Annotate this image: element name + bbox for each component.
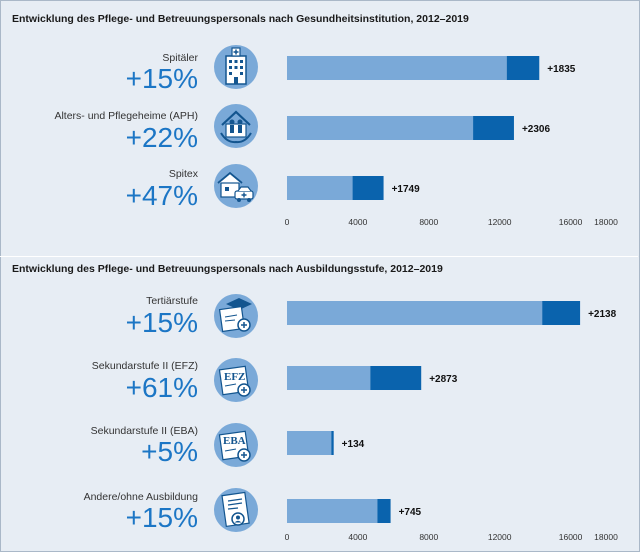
category-label-andere: Andere/ohne Ausbildung [83, 491, 198, 503]
percent-change-tertiaer: +15% [125, 307, 198, 338]
bar-increase-1-3 [377, 499, 391, 523]
bar-increase-1-2 [331, 431, 334, 455]
x-tick-label-0-2: 8000 [419, 217, 438, 227]
percent-change-spitex: +47% [125, 180, 198, 211]
category-label-aph: Alters- und Pflegeheime (APH) [54, 110, 198, 122]
bar-increase-label-0-1: +2306 [522, 124, 551, 135]
bar-base-1-0 [287, 301, 543, 325]
efz-icon-text: EFZ [224, 371, 245, 383]
hospital-icon [213, 44, 259, 90]
bar-increase-0-1 [473, 116, 514, 140]
bar-increase-label-1-1: +2873 [429, 374, 458, 385]
bar-increase-label-1-2: +134 [342, 439, 365, 450]
bar-increase-1-1 [370, 366, 422, 390]
section-divider [0, 256, 638, 257]
x-tick-label-1-2: 8000 [419, 532, 438, 542]
no-training-document-icon [213, 487, 259, 533]
category-label-spitex: Spitex [168, 168, 198, 180]
chart-2-title: Entwicklung des Pflege- und Betreuungspe… [12, 263, 443, 275]
x-tick-label-1-5: 18000 [594, 532, 618, 542]
care-home-icon [213, 103, 259, 149]
bar-base-0-2 [287, 176, 353, 200]
bar-base-1-3 [287, 499, 378, 523]
x-tick-label-1-3: 12000 [488, 532, 512, 542]
bar-base-1-2 [287, 431, 332, 455]
eba-icon-text: EBA [223, 435, 246, 447]
category-label-eba: Sekundarstufe II (EBA) [90, 425, 198, 437]
x-tick-label-1-1: 4000 [348, 532, 367, 542]
bar-increase-label-1-3: +745 [399, 507, 422, 518]
percent-change-efz: +61% [125, 372, 198, 403]
x-tick-label-0-3: 12000 [488, 217, 512, 227]
category-label-efz: Sekundarstufe II (EFZ) [91, 360, 198, 372]
x-tick-label-1-4: 16000 [559, 532, 583, 542]
bar-base-0-0 [287, 56, 507, 80]
efz-certificate-icon: EFZ [213, 357, 259, 403]
chart-1-title: Entwicklung des Pflege- und Betreuungspe… [12, 13, 469, 25]
bar-increase-label-0-0: +1835 [547, 64, 576, 75]
tertiary-diploma-icon [213, 293, 259, 339]
bar-increase-label-1-0: +2138 [588, 309, 617, 320]
bar-increase-label-0-2: +1749 [392, 184, 421, 195]
percent-change-eba: +5% [141, 436, 198, 467]
bar-increase-0-0 [506, 56, 540, 80]
x-tick-label-0-0: 0 [285, 217, 290, 227]
bar-base-0-1 [287, 116, 474, 140]
percent-change-spitaeler: +15% [125, 63, 198, 94]
bar-increase-0-2 [352, 176, 384, 200]
home-care-icon [213, 163, 259, 209]
percent-change-andere: +15% [125, 502, 198, 533]
x-tick-label-0-4: 16000 [559, 217, 583, 227]
percent-change-aph: +22% [125, 122, 198, 153]
bar-base-1-1 [287, 366, 371, 390]
bar-increase-1-0 [542, 301, 581, 325]
eba-certificate-icon: EBA [213, 422, 259, 468]
x-tick-label-1-0: 0 [285, 532, 290, 542]
x-tick-label-0-5: 18000 [594, 217, 618, 227]
x-tick-label-0-1: 4000 [348, 217, 367, 227]
category-label-spitaeler: Spitäler [162, 52, 198, 64]
category-label-tertiaer: Tertiärstufe [146, 295, 198, 307]
